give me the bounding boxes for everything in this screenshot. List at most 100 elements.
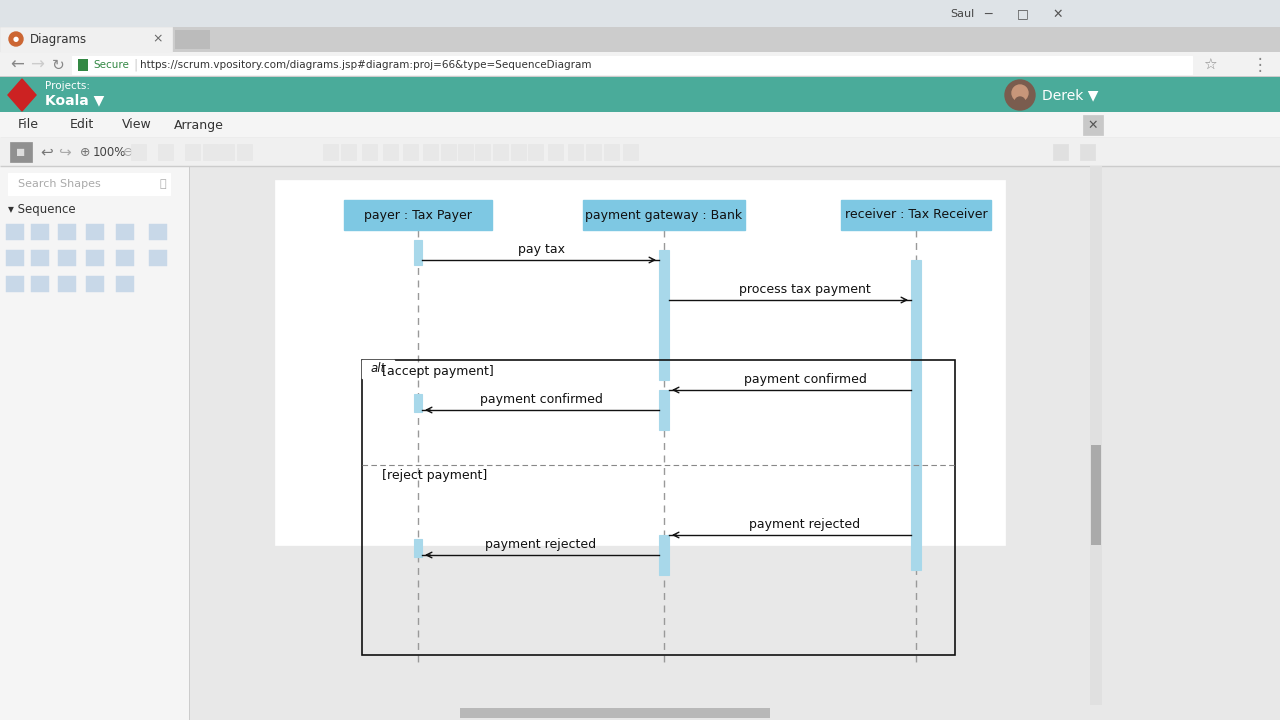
Bar bbox=[1080, 144, 1094, 160]
Bar bbox=[475, 144, 490, 160]
Bar bbox=[1053, 144, 1068, 160]
Bar bbox=[458, 144, 474, 160]
Text: Secure: Secure bbox=[93, 60, 129, 70]
Text: [reject payment]: [reject payment] bbox=[381, 469, 488, 482]
Bar bbox=[148, 250, 166, 266]
Bar bbox=[493, 144, 508, 160]
Bar bbox=[148, 224, 166, 240]
Bar bbox=[10, 142, 32, 162]
Bar bbox=[0, 112, 1280, 138]
Bar bbox=[157, 144, 173, 160]
Bar bbox=[344, 200, 492, 230]
Text: 🔍: 🔍 bbox=[160, 179, 166, 189]
Text: ▾ Sequence: ▾ Sequence bbox=[8, 204, 76, 217]
Bar bbox=[189, 706, 1091, 720]
Text: [accept payment]: [accept payment] bbox=[381, 365, 494, 378]
Text: Koala ▼: Koala ▼ bbox=[45, 93, 104, 107]
Bar bbox=[31, 224, 49, 240]
Bar bbox=[0, 138, 1280, 166]
Bar bbox=[189, 166, 1280, 720]
Bar bbox=[413, 539, 422, 557]
Bar bbox=[1091, 166, 1102, 705]
Text: 🔒: 🔒 bbox=[79, 60, 86, 70]
Text: View: View bbox=[122, 119, 152, 132]
Text: →: → bbox=[29, 56, 44, 74]
Bar bbox=[219, 144, 234, 160]
Text: □: □ bbox=[1018, 7, 1029, 20]
Text: ⋮: ⋮ bbox=[1252, 56, 1268, 74]
Text: process tax payment: process tax payment bbox=[739, 283, 870, 296]
Text: ☆: ☆ bbox=[1203, 58, 1217, 73]
Text: Arrange: Arrange bbox=[174, 119, 224, 132]
Bar bbox=[86, 250, 104, 266]
Bar bbox=[275, 180, 1005, 545]
Bar bbox=[422, 144, 438, 160]
Text: ↪: ↪ bbox=[58, 145, 70, 160]
Text: Derek ▼: Derek ▼ bbox=[1042, 88, 1098, 102]
Bar bbox=[6, 276, 24, 292]
Text: File: File bbox=[18, 119, 38, 132]
Bar bbox=[6, 250, 24, 266]
Bar bbox=[58, 276, 76, 292]
Bar bbox=[0, 166, 189, 720]
Bar bbox=[0, 77, 1280, 78]
Bar bbox=[604, 144, 620, 160]
Bar bbox=[362, 360, 955, 655]
Bar bbox=[659, 535, 669, 575]
Bar bbox=[511, 144, 526, 160]
Bar bbox=[186, 144, 200, 160]
Text: payment rejected: payment rejected bbox=[485, 538, 596, 551]
Bar bbox=[659, 250, 669, 380]
Circle shape bbox=[9, 32, 23, 46]
Text: ─: ─ bbox=[984, 7, 992, 20]
Text: ✕: ✕ bbox=[1052, 7, 1064, 20]
Bar bbox=[442, 144, 456, 160]
Bar bbox=[659, 390, 669, 430]
Bar bbox=[1083, 115, 1103, 135]
Bar bbox=[31, 250, 49, 266]
Text: ◼: ◼ bbox=[17, 147, 26, 157]
Text: Diagrams: Diagrams bbox=[29, 32, 87, 45]
Text: ⊕: ⊕ bbox=[79, 145, 91, 158]
Bar bbox=[31, 276, 49, 292]
Bar bbox=[568, 144, 582, 160]
Bar bbox=[623, 144, 637, 160]
Bar bbox=[72, 56, 1192, 74]
Text: alt: alt bbox=[370, 362, 385, 376]
Bar bbox=[0, 77, 1280, 112]
Text: |: | bbox=[133, 58, 137, 71]
Bar bbox=[362, 144, 378, 160]
Text: payment rejected: payment rejected bbox=[749, 518, 860, 531]
Bar bbox=[413, 394, 422, 412]
Bar bbox=[116, 276, 134, 292]
Bar bbox=[0, 27, 172, 52]
Bar bbox=[340, 144, 356, 160]
Circle shape bbox=[1015, 97, 1025, 107]
Bar bbox=[403, 144, 419, 160]
Text: ←: ← bbox=[10, 56, 24, 74]
Bar bbox=[175, 30, 210, 49]
Text: 100%: 100% bbox=[93, 145, 127, 158]
Text: payer : Tax Payer: payer : Tax Payer bbox=[364, 209, 472, 222]
Bar bbox=[911, 260, 922, 570]
Text: ↻: ↻ bbox=[52, 58, 65, 73]
Bar bbox=[131, 144, 146, 160]
Bar bbox=[586, 144, 602, 160]
Bar bbox=[204, 144, 218, 160]
Text: receiver : Tax Receiver: receiver : Tax Receiver bbox=[845, 209, 987, 222]
Bar bbox=[0, 76, 1280, 77]
Bar bbox=[58, 250, 76, 266]
Bar bbox=[323, 144, 338, 160]
Text: ✕: ✕ bbox=[1088, 119, 1098, 132]
Bar bbox=[362, 360, 394, 378]
Bar bbox=[116, 224, 134, 240]
Text: ↩: ↩ bbox=[40, 145, 52, 160]
Bar bbox=[582, 200, 745, 230]
Bar bbox=[0, 27, 1280, 52]
Bar bbox=[78, 59, 88, 71]
Text: payment confirmed: payment confirmed bbox=[480, 393, 603, 406]
Bar bbox=[460, 708, 771, 718]
Bar bbox=[1091, 445, 1101, 545]
Polygon shape bbox=[8, 79, 36, 111]
Bar bbox=[58, 224, 76, 240]
